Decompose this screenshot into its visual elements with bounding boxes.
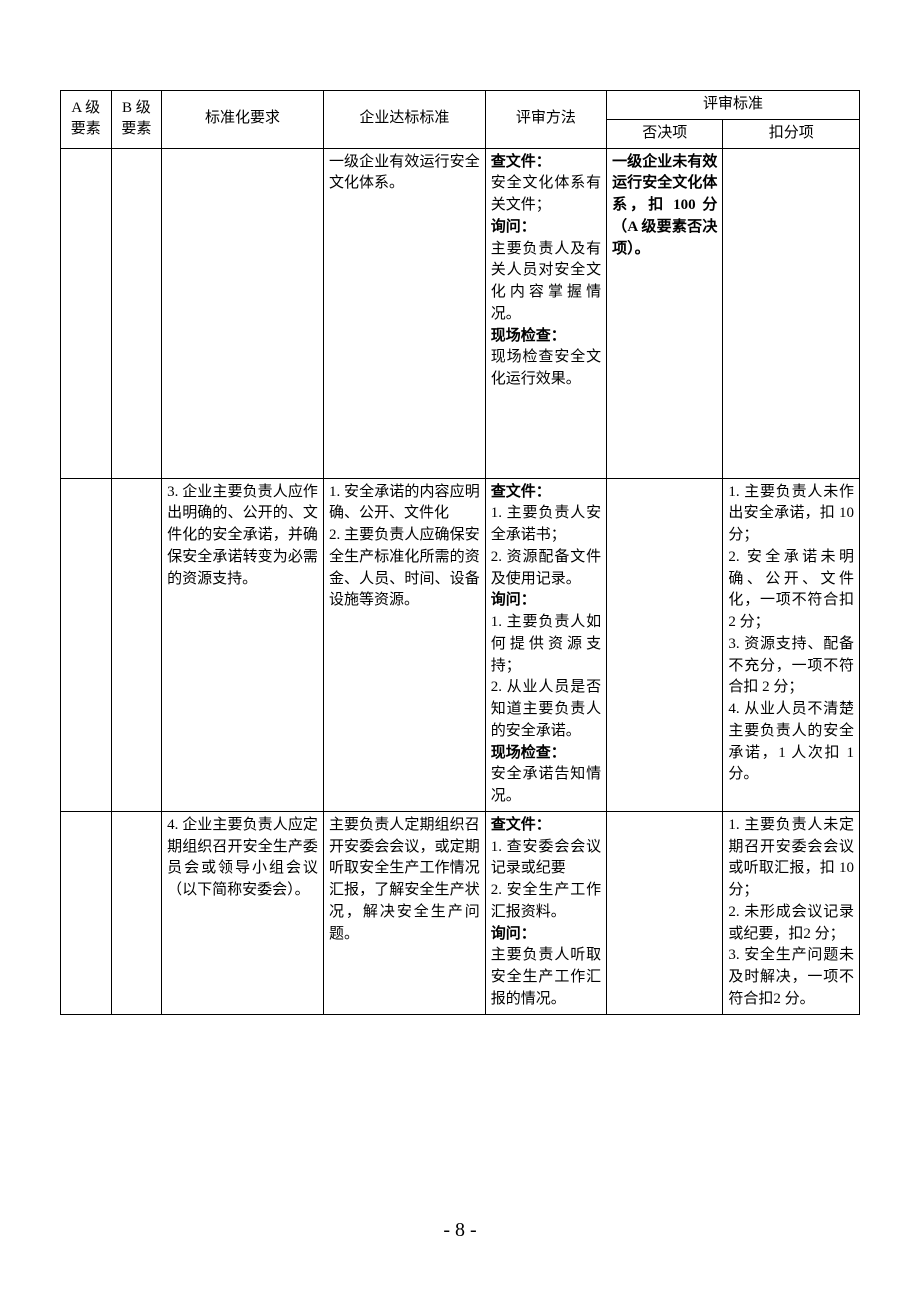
cell-b [111,478,162,811]
cell-a [61,148,112,478]
table-row: 4. 企业主要负责人应定期组织召开安全生产委员会或领导小组会议（以下简称安委会）… [61,811,860,1014]
header-deduct: 扣分项 [723,119,860,148]
page-number: - 8 - [0,1219,920,1242]
cell-method: 查文件：安全文化体系有关文件；询问：主要负责人及有关人员对安全文化内容掌握情况。… [485,148,606,478]
table-body: 一级企业有效运行安全文化体系。 查文件：安全文化体系有关文件；询问：主要负责人及… [61,148,860,1014]
cell-deduct: 1. 主要负责人未作出安全承诺，扣 10 分； 2. 安全承诺未明确、公开、文件… [723,478,860,811]
cell-req: 4. 企业主要负责人应定期组织召开安全生产委员会或领导小组会议（以下简称安委会）… [162,811,324,1014]
header-a-level: A 级要素 [61,91,112,149]
cell-std: 一级企业有效运行安全文化体系。 [323,148,485,478]
header-requirement: 标准化要求 [162,91,324,149]
cell-deduct: 1. 主要负责人未定期召开安委会会议或听取汇报，扣 10分； 2. 未形成会议记… [723,811,860,1014]
cell-veto: 一级企业未有效运行安全文化体系，扣 100 分（A 级要素否决项）。 [607,148,723,478]
header-method: 评审方法 [485,91,606,149]
table-row: 3. 企业主要负责人应作出明确的、公开的、文件化的安全承诺，并确保安全承诺转变为… [61,478,860,811]
table-row: 一级企业有效运行安全文化体系。 查文件：安全文化体系有关文件；询问：主要负责人及… [61,148,860,478]
header-veto: 否决项 [607,119,723,148]
cell-b [111,148,162,478]
cell-veto [607,478,723,811]
cell-method: 查文件：1. 主要负责人安全承诺书； 2. 资源配备文件及使用记录。询问：1. … [485,478,606,811]
header-standard: 企业达标标准 [323,91,485,149]
header-criteria: 评审标准 [607,91,860,120]
evaluation-table: A 级要素 B 级要素 标准化要求 企业达标标准 评审方法 评审标准 否决项 扣… [60,90,860,1015]
cell-a [61,811,112,1014]
cell-deduct [723,148,860,478]
header-b-level: B 级要素 [111,91,162,149]
cell-std: 主要负责人定期组织召开安委会会议，或定期听取安全生产工作情况汇报，了解安全生产状… [323,811,485,1014]
cell-method: 查文件：1. 查安委会会议记录或纪要 2. 安全生产工作汇报资料。询问：主要负责… [485,811,606,1014]
cell-veto [607,811,723,1014]
cell-a [61,478,112,811]
cell-req: 3. 企业主要负责人应作出明确的、公开的、文件化的安全承诺，并确保安全承诺转变为… [162,478,324,811]
cell-std: 1. 安全承诺的内容应明确、公开、文件化 2. 主要负责人应确保安全生产标准化所… [323,478,485,811]
cell-req [162,148,324,478]
header-row-1: A 级要素 B 级要素 标准化要求 企业达标标准 评审方法 评审标准 [61,91,860,120]
cell-b [111,811,162,1014]
